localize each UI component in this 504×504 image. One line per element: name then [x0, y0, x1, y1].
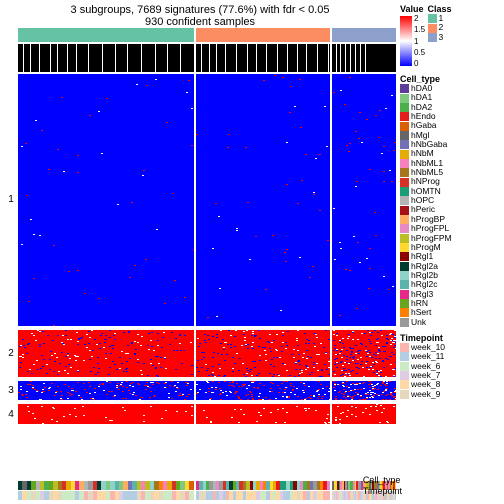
row-label-1: 1: [4, 74, 18, 326]
prediction-barcode: [18, 44, 396, 72]
legends-panel: Value21.510.50Class123 Cell_typehDA0hDA1h…: [396, 4, 500, 500]
barcode-seg-2: [196, 44, 331, 72]
hm-cell-4-1: [18, 404, 194, 424]
title-line1: 3 subgroups, 7689 signatures (77.6%) wit…: [4, 4, 396, 16]
hm-cell-3-1: [18, 381, 194, 401]
row-label-2: 2: [4, 330, 18, 377]
row-label-3: 3: [4, 381, 18, 401]
heatmap: 12 3 4: [4, 74, 396, 479]
legend-Timepoint: Timepointweek_10week_11week_6week_7week_…: [400, 333, 500, 399]
hm-cell-4-3: [332, 404, 396, 424]
hm-cell-2-3: [332, 330, 396, 377]
hm-cell-3-2: [196, 381, 331, 401]
hm-cell-2-2: [196, 330, 331, 377]
class-seg-1: [18, 28, 194, 42]
barcode-seg-1: [18, 44, 194, 72]
row-label-4: 4: [4, 404, 18, 424]
legend-Cell_type: Cell_typehDA0hDA1hDA2hEndohGabahMglhNbGa…: [400, 74, 500, 327]
barcode-seg-3: [332, 44, 396, 72]
title-line2: 930 confident samples: [4, 16, 396, 28]
hm-cell-1-2: [196, 74, 331, 326]
hm-cell-1-3: [332, 74, 396, 326]
side-label-Cell_type: Cell_type: [363, 475, 402, 485]
bottom-bar-Cell_type: [18, 481, 396, 490]
legend-Value: Value21.510.50: [400, 4, 424, 68]
hm-cell-4-2: [196, 404, 331, 424]
class-seg-2: [196, 28, 331, 42]
hm-cell-3-3: [332, 381, 396, 401]
hm-cell-2-1: [18, 330, 194, 377]
legend-Class: Class123: [428, 4, 452, 68]
side-label-Timepoint: Timepoint: [363, 486, 402, 496]
column-class-header: [18, 28, 396, 42]
class-seg-3: [332, 28, 396, 42]
annotation-bars: [18, 481, 396, 500]
bottom-bar-Timepoint: [18, 491, 396, 500]
hm-cell-1-1: [18, 74, 194, 326]
